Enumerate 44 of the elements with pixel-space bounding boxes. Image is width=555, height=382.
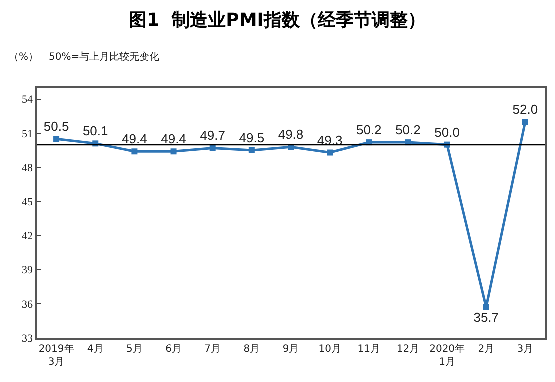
x-tick-label: 5月 xyxy=(126,344,143,355)
y-tick-label: 51 xyxy=(22,128,34,140)
x-tick-label: 6月 xyxy=(166,344,182,355)
y-axis-title: （%） xyxy=(9,52,39,63)
point xyxy=(170,148,177,155)
data-label: 49.4 xyxy=(161,132,186,147)
point xyxy=(483,304,490,310)
y-tick-label: 45 xyxy=(22,196,34,208)
x-tick-label: 10月 xyxy=(318,344,342,355)
data-label: 50.2 xyxy=(396,122,421,138)
y-tick-label: 36 xyxy=(22,298,34,311)
x-tick-label: 7月 xyxy=(204,344,222,355)
x-tick-label: 8月 xyxy=(244,344,260,355)
chart-title: 图1 制造业PMI指数（经季节调整） xyxy=(129,10,426,31)
y-tick-label: 42 xyxy=(22,230,34,243)
x-tick-label: 3月 xyxy=(517,344,534,355)
x-tick-label: 2月 xyxy=(478,344,495,355)
data-label: 50.1 xyxy=(82,124,108,139)
text: 50%=与上月比较无变化 xyxy=(49,51,160,63)
point xyxy=(522,119,528,126)
data-label: 52.0 xyxy=(512,102,538,118)
x-tick-label: 2019年 3月 xyxy=(38,342,74,368)
data-label: 49.5 xyxy=(239,130,265,146)
y-tick-label: 39 xyxy=(22,264,34,277)
data-label: 49.8 xyxy=(278,127,304,142)
x-tick-label: 4月 xyxy=(87,344,104,355)
x-tick-label: 12月 xyxy=(396,344,420,355)
point xyxy=(327,150,334,156)
y-tick-label: 54 xyxy=(22,94,34,106)
x-tick-label: 11月 xyxy=(358,344,381,355)
point xyxy=(132,148,138,155)
point xyxy=(54,136,60,142)
x-tick-label: 2020年 1月 xyxy=(430,342,466,368)
data-label: 50.2 xyxy=(356,122,382,138)
x-tick-label: 9月 xyxy=(282,344,300,355)
y-tick-label: 33 xyxy=(22,332,34,345)
data-label: 49.7 xyxy=(200,128,226,144)
point xyxy=(248,148,255,154)
data-label: 50.0 xyxy=(434,124,460,140)
data-label: 35.7 xyxy=(474,310,500,325)
data-label: 50.5 xyxy=(44,119,70,134)
data-label: 49.4 xyxy=(122,132,148,147)
point xyxy=(210,145,216,152)
y-tick-label: 48 xyxy=(22,162,34,174)
